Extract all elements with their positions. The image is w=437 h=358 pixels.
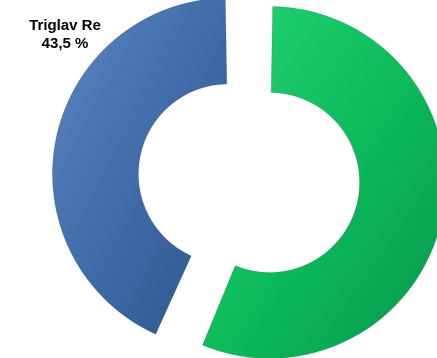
slice-label-value: 43,5 % bbox=[41, 35, 89, 52]
slice-label-name: Triglav Re bbox=[29, 17, 101, 34]
slice-triglav-re bbox=[51, 0, 228, 335]
slice-data-label: Triglav Re 43,5 % bbox=[14, 17, 116, 53]
slices-layer bbox=[51, 0, 437, 358]
slice-other bbox=[201, 5, 437, 358]
